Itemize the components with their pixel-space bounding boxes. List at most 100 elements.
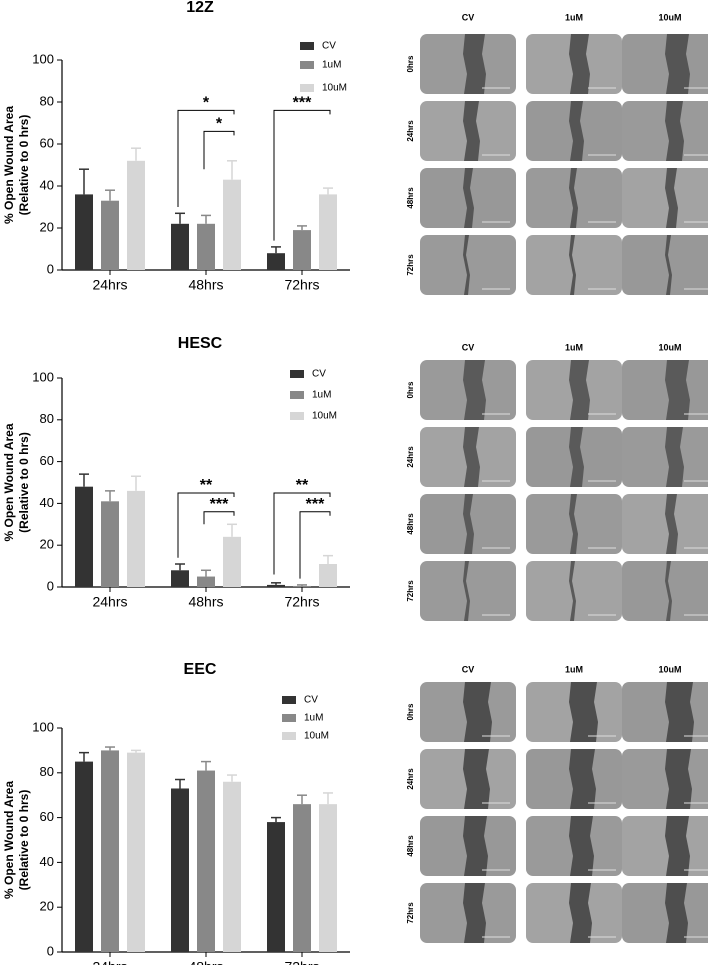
legend-swatch: [300, 42, 314, 50]
wound-gap: [569, 360, 590, 420]
y-tick-label: 60: [40, 135, 54, 150]
bar: [293, 804, 311, 952]
legend-swatch: [282, 732, 296, 740]
y-axis-label: (Relative to 0 hrs): [17, 115, 31, 216]
x-tick-label: 24hrs: [92, 594, 127, 610]
legend-label: 1uM: [312, 390, 331, 401]
wound-gap: [665, 34, 690, 94]
y-axis-label: % Open Wound Area: [2, 106, 16, 224]
micrograph: [622, 427, 708, 487]
micrograph-column-label: CV: [462, 342, 475, 352]
micrograph-row-label: 0hrs: [406, 381, 415, 398]
wound-gap: [463, 816, 488, 876]
y-axis-label: % Open Wound Area: [2, 781, 16, 899]
wound-gap: [463, 561, 470, 621]
micrograph-column-label: 10uM: [658, 664, 681, 674]
wound-gap: [463, 235, 470, 295]
micrograph-row-label: 72hrs: [406, 580, 415, 602]
wound-gap: [569, 883, 592, 943]
bar: [223, 179, 241, 270]
micrograph-row-label: 0hrs: [406, 703, 415, 720]
significance-label: *: [203, 95, 210, 112]
legend-label: CV: [312, 369, 326, 380]
y-tick-label: 20: [40, 219, 54, 234]
bar: [171, 223, 189, 270]
significance-bracket: [273, 109, 331, 241]
wound-gap: [569, 427, 584, 487]
micrograph: [622, 494, 708, 554]
wound-gap: [665, 682, 694, 742]
micrograph-row-label: 24hrs: [406, 768, 415, 790]
wound-gap: [463, 168, 474, 228]
bar: [319, 194, 337, 270]
wound-gap: [665, 494, 678, 554]
legend-label: CV: [304, 695, 318, 706]
micrograph: [622, 360, 708, 420]
y-tick-label: 0: [47, 261, 54, 276]
chart-title: 12Z: [186, 0, 214, 16]
bar: [197, 576, 215, 587]
wound-gap: [665, 427, 684, 487]
bar: [293, 230, 311, 270]
micrograph-row-label: 48hrs: [406, 835, 415, 857]
significance-bracket: [177, 109, 235, 207]
micrograph-row-label: 72hrs: [406, 902, 415, 924]
y-tick-label: 20: [40, 899, 54, 914]
y-axis-label: (Relative to 0 hrs): [17, 790, 31, 891]
y-tick-label: 40: [40, 854, 54, 869]
wound-gap: [569, 235, 576, 295]
micrograph-column-label: 10uM: [658, 12, 681, 22]
bar: [223, 536, 241, 587]
legend-swatch: [290, 370, 304, 378]
micrograph: [622, 883, 708, 943]
significance-bracket: [177, 492, 235, 558]
bar: [127, 490, 145, 587]
wound-gap: [463, 427, 480, 487]
micrograph-column-label: CV: [462, 664, 475, 674]
legend-label: 10uM: [304, 731, 329, 742]
legend-label: 1uM: [304, 713, 323, 724]
significance-label: **: [200, 477, 213, 494]
micrograph: [622, 168, 708, 228]
y-tick-label: 60: [40, 809, 54, 824]
micrograph-column-label: CV: [462, 12, 475, 22]
wound-gap: [569, 101, 584, 161]
legend-swatch: [300, 84, 314, 92]
significance-bracket: [203, 511, 235, 525]
wound-gap: [463, 749, 490, 809]
wound-gap: [569, 168, 578, 228]
y-tick-label: 60: [40, 453, 54, 468]
y-tick-label: 80: [40, 93, 54, 108]
micrograph-row-label: 48hrs: [406, 513, 415, 535]
y-axis-label: (Relative to 0 hrs): [17, 432, 31, 533]
micrograph-row-label: 72hrs: [406, 254, 415, 276]
wound-gap: [569, 749, 596, 809]
significance-bracket: [203, 130, 235, 170]
micrograph: [622, 682, 708, 742]
micrograph: [622, 101, 708, 161]
x-tick-label: 24hrs: [92, 277, 127, 293]
bar: [293, 585, 311, 587]
legend-swatch: [282, 696, 296, 704]
wound-gap: [569, 816, 594, 876]
significance-label: ***: [210, 496, 229, 513]
wound-gap: [665, 101, 684, 161]
significance-bracket: [299, 511, 331, 579]
chart-panel: 12Z % Open Wound Area (Relative to 0 hrs) 0…: [2, 0, 708, 295]
chart-panel: EEC % Open Wound Area (Relative to 0 hrs) 0…: [2, 661, 708, 965]
x-tick-label: 24hrs: [92, 959, 127, 965]
micrograph: [622, 749, 708, 809]
legend-swatch: [290, 412, 304, 420]
bar: [101, 501, 119, 587]
y-tick-label: 0: [47, 943, 54, 958]
wound-gap: [665, 561, 672, 621]
bar: [75, 194, 93, 270]
wound-gap: [463, 883, 486, 943]
wound-gap: [463, 494, 474, 554]
wound-gap: [665, 883, 688, 943]
micrograph: [622, 816, 708, 876]
legend-label: 1uM: [322, 60, 341, 71]
bar: [267, 584, 285, 587]
x-tick-label: 48hrs: [188, 277, 223, 293]
micrograph-column-label: 10uM: [658, 342, 681, 352]
